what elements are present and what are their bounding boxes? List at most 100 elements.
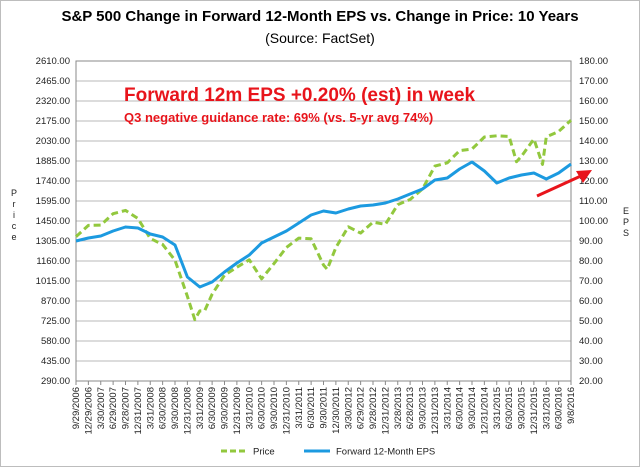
left-tick-label: 1595.00 (36, 196, 70, 207)
x-tick-label: 6/29/2007 (108, 387, 119, 429)
x-tick-label: 12/31/2013 (430, 387, 441, 435)
x-tick-label: 9/30/2015 (517, 387, 528, 429)
left-tick-label: 2465.00 (36, 76, 70, 87)
right-tick-label: 170.00 (579, 76, 608, 87)
right-tick-label: 110.00 (579, 196, 607, 207)
x-tick-label: 6/30/2009 (207, 387, 218, 429)
left-tick-label: 2610.00 (36, 56, 70, 67)
left-axis-title-letter: P (11, 188, 17, 198)
x-tick-label: 3/31/2014 (442, 387, 453, 429)
right-axis-title-letter: P (623, 217, 629, 227)
right-tick-label: 50.00 (579, 316, 603, 327)
x-tick-label: 3/31/2015 (492, 387, 503, 429)
right-tick-label: 20.00 (579, 376, 603, 387)
right-tick-label: 30.00 (579, 356, 603, 367)
x-tick-label: 9/30/2013 (418, 387, 429, 429)
annotation-eps-change: Forward 12m EPS +0.20% (est) in week (124, 85, 476, 106)
left-tick-label: 435.00 (41, 356, 70, 367)
series-line-price (74, 119, 573, 322)
left-tick-label: 1740.00 (36, 176, 70, 187)
left-axis-title-letter: c (12, 221, 17, 231)
x-tick-label: 12/31/2014 (479, 387, 490, 435)
chart-title: S&P 500 Change in Forward 12-Month EPS v… (61, 8, 579, 25)
right-tick-label: 180.00 (579, 56, 608, 67)
x-tick-label: 12/31/2015 (529, 387, 540, 435)
right-axis-title-letter: S (623, 228, 629, 238)
right-tick-label: 90.00 (579, 236, 603, 247)
x-tick-label: 9/30/2010 (269, 387, 280, 429)
x-tick-label: 9/29/2006 (71, 387, 82, 429)
x-tick-label: 9/30/2014 (467, 387, 478, 429)
x-tick-label: 6/29/2012 (356, 387, 367, 429)
chart-subtitle: (Source: FactSet) (265, 30, 375, 46)
x-tick-label: 3/31/2011 (294, 387, 305, 429)
x-tick-label: 12/31/2007 (133, 387, 144, 435)
x-axis-ticks: 9/29/2006 12/29/2006 3/30/2007 6/29/2007 9/2… (71, 381, 577, 435)
right-tick-label: 160.00 (579, 96, 608, 107)
left-tick-label: 580.00 (41, 336, 70, 347)
right-tick-label: 60.00 (579, 296, 603, 307)
left-axis-ticks: 290.00 435.00 580.00 725.00 870.00 1015.00 116… (36, 56, 70, 387)
annotation-guidance-rate: Q3 negative guidance rate: 69% (vs. 5-yr… (124, 110, 433, 125)
red-arrow (536, 170, 592, 198)
right-tick-label: 70.00 (579, 276, 603, 287)
left-tick-label: 1450.00 (36, 216, 70, 227)
left-tick-label: 2030.00 (36, 136, 70, 147)
legend-label: Price (253, 447, 275, 458)
right-axis-title-letter: E (623, 206, 629, 216)
series-lines (74, 119, 573, 322)
x-tick-label: 6/28/2013 (405, 387, 416, 429)
x-tick-label: 12/31/2010 (281, 387, 292, 435)
left-tick-label: 2320.00 (36, 96, 70, 107)
x-tick-label: 6/30/2014 (455, 387, 466, 429)
left-tick-label: 1015.00 (36, 276, 70, 287)
left-tick-label: 2175.00 (36, 116, 70, 127)
right-tick-label: 130.00 (579, 156, 608, 167)
legend-label: Forward 12-Month EPS (336, 447, 435, 458)
right-tick-label: 100.00 (579, 216, 608, 227)
x-tick-label: 6/30/2010 (257, 387, 268, 429)
left-tick-label: 725.00 (41, 316, 70, 327)
left-tick-label: 1885.00 (36, 156, 70, 167)
x-tick-label: 6/30/2008 (158, 387, 169, 429)
x-tick-label: 12/30/2011 (331, 387, 342, 434)
x-tick-label: 9/28/2012 (368, 387, 379, 429)
x-tick-label: 9/8/2016 (566, 387, 577, 424)
right-axis-title: EPS (623, 206, 629, 238)
x-tick-label: 9/30/2009 (220, 387, 231, 429)
right-tick-label: 150.00 (579, 116, 608, 127)
legend: Price Forward 12-Month EPS (221, 447, 435, 458)
x-tick-label: 3/31/2009 (195, 387, 206, 429)
right-axis-ticks: 20.00 30.00 40.00 50.00 60.00 70.00 80.00 90.00… (579, 56, 608, 387)
x-tick-label: 6/30/2011 (306, 387, 317, 429)
x-tick-label: 3/30/2007 (96, 387, 107, 429)
series-line-forward-12-month-eps (75, 160, 572, 289)
x-tick-label: 3/28/2013 (393, 387, 404, 429)
x-tick-label: 6/30/2016 (554, 387, 565, 429)
x-tick-label: 6/30/2015 (504, 387, 515, 429)
x-tick-label: 3/30/2012 (343, 387, 354, 429)
x-tick-label: 12/29/2006 (83, 387, 94, 435)
x-tick-label: 3/31/2010 (244, 387, 255, 429)
left-tick-label: 1160.00 (36, 256, 70, 267)
left-axis-title-letter: e (11, 232, 16, 242)
left-axis-title-letter: i (13, 210, 15, 220)
right-tick-label: 40.00 (579, 336, 603, 347)
right-tick-label: 120.00 (579, 176, 608, 187)
left-tick-label: 290.00 (41, 376, 70, 387)
x-tick-label: 3/31/2008 (145, 387, 156, 429)
left-axis-title: Price (11, 188, 17, 242)
x-tick-label: 9/28/2007 (121, 387, 132, 429)
right-tick-label: 80.00 (579, 256, 603, 267)
x-tick-label: 12/31/2008 (182, 387, 193, 435)
x-tick-label: 9/30/2008 (170, 387, 181, 429)
right-tick-label: 140.00 (579, 136, 608, 147)
left-tick-label: 1305.00 (36, 236, 70, 247)
left-tick-label: 870.00 (41, 296, 70, 307)
x-tick-label: 9/30/2011 (319, 387, 330, 429)
left-axis-title-letter: r (13, 199, 16, 209)
x-tick-label: 3/31/2016 (541, 387, 552, 429)
x-tick-label: 12/31/2012 (380, 387, 391, 435)
x-tick-label: 12/31/2009 (232, 387, 243, 435)
